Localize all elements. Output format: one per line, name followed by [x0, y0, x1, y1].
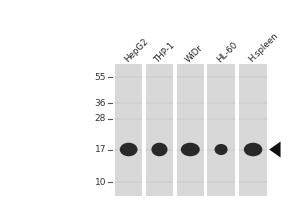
- Text: WiDr: WiDr: [184, 43, 205, 64]
- Bar: [146, 64, 173, 196]
- Bar: [177, 64, 204, 196]
- Text: HepG2: HepG2: [122, 37, 150, 64]
- Ellipse shape: [244, 143, 262, 156]
- Text: 28: 28: [95, 114, 106, 123]
- Polygon shape: [269, 141, 281, 158]
- Bar: [208, 64, 235, 196]
- Ellipse shape: [214, 144, 228, 155]
- Ellipse shape: [152, 143, 167, 156]
- Text: H.spleen: H.spleen: [247, 31, 280, 64]
- Bar: [239, 64, 267, 196]
- Text: THP-1: THP-1: [153, 40, 177, 64]
- Text: 17: 17: [94, 145, 106, 154]
- Bar: [115, 64, 142, 196]
- Text: 36: 36: [94, 99, 106, 108]
- Ellipse shape: [181, 143, 200, 156]
- Ellipse shape: [120, 143, 137, 156]
- Text: 10: 10: [94, 178, 106, 187]
- Text: HL-60: HL-60: [215, 40, 239, 64]
- Text: 55: 55: [94, 73, 106, 82]
